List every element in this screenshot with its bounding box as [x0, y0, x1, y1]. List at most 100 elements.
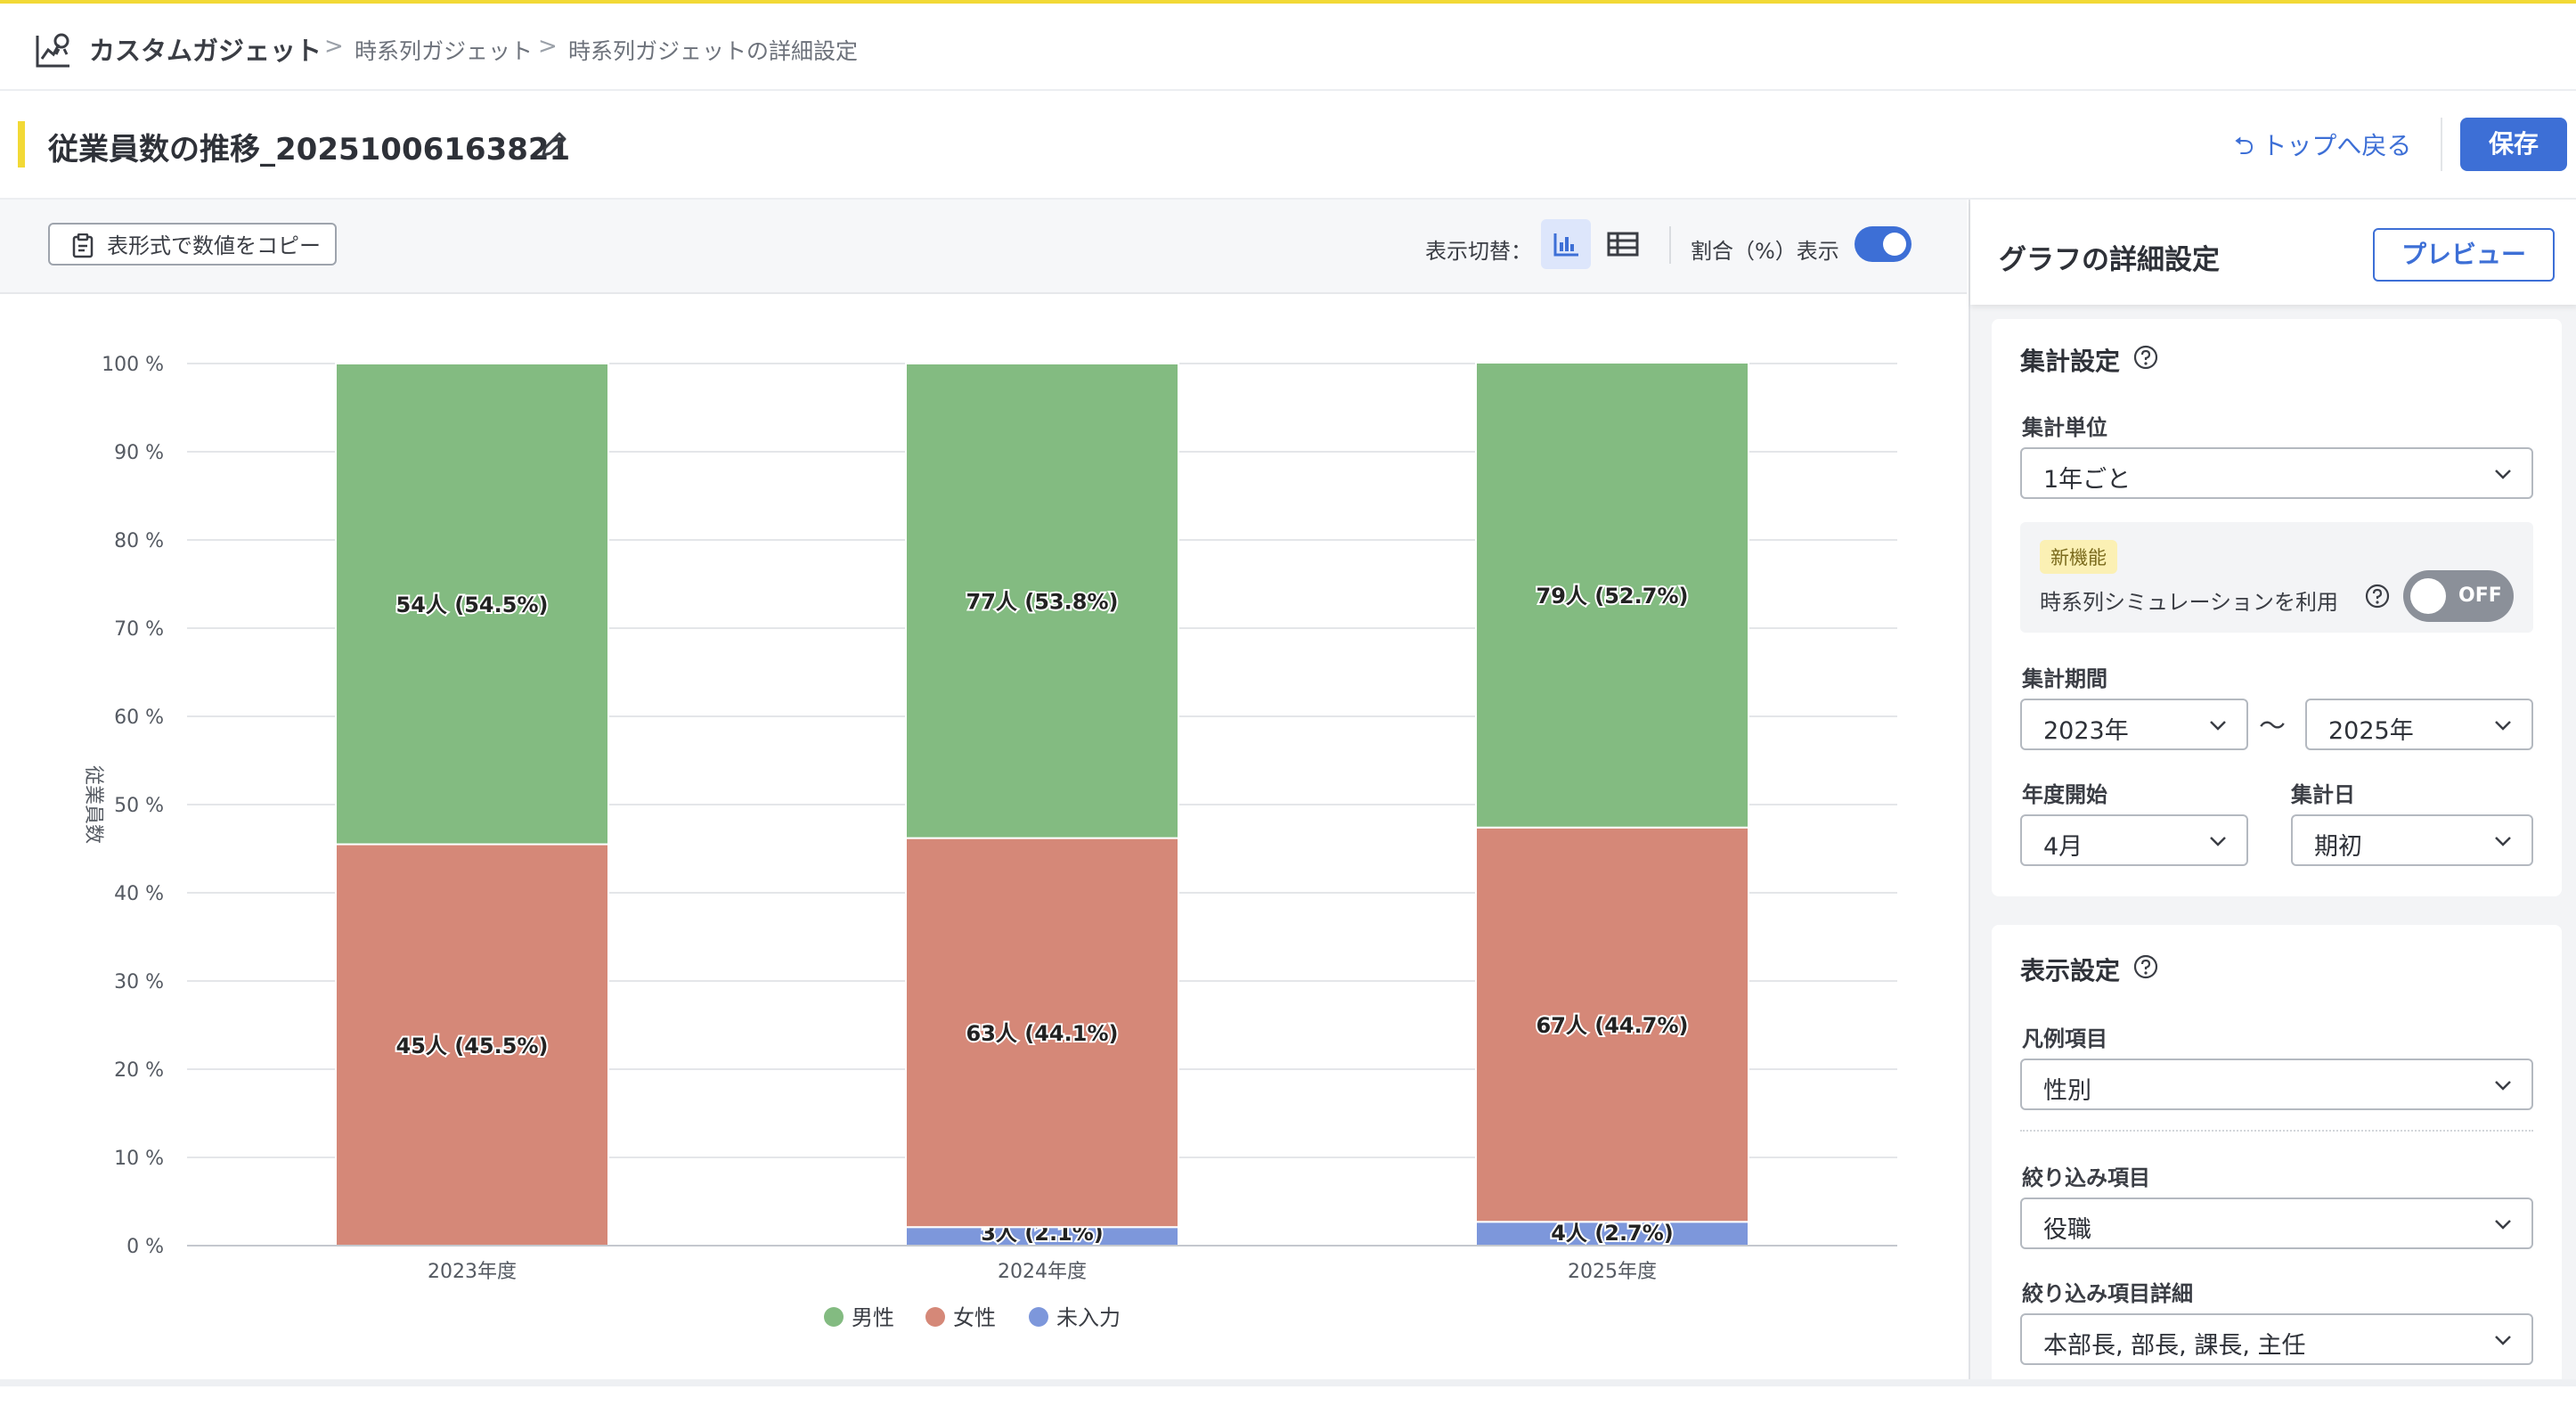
filter-item-select[interactable]: 役職	[2020, 1198, 2533, 1249]
help-icon[interactable]	[2132, 344, 2159, 371]
display-settings-card: 表示設定 凡例項目 性別 絞り込み項目 役職 絞り込み項目詳細 本部長, 部長,…	[1992, 925, 2562, 1406]
x-tick-label: 2025年度	[1568, 1261, 1657, 1283]
legend-swatch	[824, 1307, 844, 1327]
bar-segment	[1475, 826, 1749, 1223]
period-from-select[interactable]: 2023年	[2020, 699, 2248, 750]
chart-area: 0 % 10 % 20 % 30 % 40 % 50 % 60 % 70 % 80 % 90 % 1…	[0, 294, 1967, 1386]
bar-segment	[335, 363, 609, 846]
preview-button[interactable]: プレビュー	[2373, 228, 2555, 282]
filter-item-label: 絞り込み項目	[2022, 1165, 2150, 1190]
period-from-value: 2023年	[2043, 717, 2129, 745]
ratio-display-toggle[interactable]	[1855, 226, 1912, 262]
period-to-select[interactable]: 2025年	[2305, 699, 2533, 750]
top-accent-line	[0, 0, 2576, 4]
x-tick-label: 2024年度	[998, 1261, 1087, 1283]
y-tick-label: 10 %	[114, 1148, 164, 1170]
chart-view-button[interactable]	[1541, 219, 1591, 269]
y-tick-label: 80 %	[114, 530, 164, 552]
fiscal-start-select[interactable]: 4月	[2020, 814, 2248, 866]
bar-segment	[1475, 362, 1749, 829]
chevron-down-icon	[2210, 721, 2226, 731]
table-view-button[interactable]	[1598, 219, 1648, 269]
period-tilde: 〜	[2259, 711, 2286, 742]
legend-item-value: 性別	[2043, 1077, 2091, 1105]
y-tick-label: 100 %	[102, 354, 164, 376]
agg-unit-select[interactable]: 1年ごと	[2020, 447, 2533, 499]
agg-day-select[interactable]: 期初	[2291, 814, 2533, 866]
view-switch-label: 表示切替：	[1425, 239, 1532, 264]
pencil-icon[interactable]	[536, 127, 572, 162]
y-tick-label: 40 %	[114, 883, 164, 905]
breadcrumb-current: 時系列ガジェットの詳細設定	[568, 38, 859, 64]
toggle-knob	[2410, 578, 2446, 614]
custom-gadget-icon	[36, 33, 69, 68]
table-icon	[1607, 232, 1639, 257]
data-label: 77人 (53.8%)	[966, 589, 1119, 614]
settings-panel-header: グラフの詳細設定 プレビュー	[1970, 200, 2576, 305]
filter-item-value: 役職	[2043, 1216, 2091, 1244]
agg-unit-label: 集計単位	[2022, 415, 2107, 440]
legend-swatch	[925, 1307, 945, 1327]
chevron-down-icon	[2495, 1336, 2511, 1345]
bar-segment	[905, 837, 1179, 1229]
bar-segment	[905, 363, 1179, 839]
y-tick-label: 50 %	[114, 795, 164, 817]
filter-detail-select[interactable]: 本部長, 部長, 課長, 主任	[2020, 1313, 2533, 1365]
simulation-box: 新機能 時系列シミュレーションを利用 OFF	[2020, 522, 2533, 633]
breadcrumb-separator: >	[324, 33, 344, 60]
simulation-label: 時系列シミュレーションを利用	[2040, 590, 2339, 615]
data-label: 63人 (44.1%)	[966, 1021, 1119, 1046]
filter-detail-label: 絞り込み項目詳細	[2022, 1281, 2193, 1306]
clipboard-icon	[72, 233, 94, 258]
simulation-toggle-state: OFF	[2458, 584, 2502, 607]
page-title: 従業員数の推移_20251006163821	[48, 132, 571, 168]
back-to-top-link[interactable]: ⮌ トップへ戻る	[2234, 127, 2411, 170]
display-settings-title: 表示設定	[2020, 956, 2121, 985]
divider	[2020, 1130, 2533, 1132]
chevron-down-icon	[2495, 721, 2511, 731]
data-label: 54人 (54.5%)	[396, 593, 549, 617]
simulation-toggle[interactable]: OFF	[2403, 570, 2514, 622]
bar-segment	[1475, 1221, 1749, 1247]
legend-item-select[interactable]: 性別	[2020, 1059, 2533, 1110]
y-tick-label: 0 %	[126, 1236, 164, 1258]
bar-chart-icon	[1553, 233, 1578, 257]
chevron-down-icon	[2495, 837, 2511, 846]
copy-table-label: 表形式で数値をコピー	[107, 233, 321, 258]
y-tick-label: 90 %	[114, 442, 164, 464]
stacked-bar-chart: 0 % 10 % 20 % 30 % 40 % 50 % 60 % 70 % 80 % 90 % 1…	[82, 354, 1897, 1330]
save-button[interactable]: 保存	[2460, 118, 2567, 171]
filter-detail-value: 本部長, 部長, 課長, 主任	[2043, 1332, 2306, 1360]
legend-label: 男性	[852, 1305, 894, 1330]
bottom-bar	[0, 1379, 2576, 1386]
y-axis-label: 従業員数	[82, 765, 104, 844]
agg-unit-value: 1年ごと	[2043, 466, 2132, 494]
app-header: カスタムガジェット > 時系列ガジェット > 時系列ガジェットの詳細設定	[0, 4, 2576, 91]
undo-icon: ⮌	[2234, 131, 2254, 160]
help-icon[interactable]	[2364, 583, 2391, 609]
ratio-display-label: 割合（%）表示	[1691, 239, 1839, 264]
x-tick-label: 2023年度	[428, 1261, 517, 1283]
settings-panel-title: グラフの詳細設定	[1999, 244, 2220, 276]
legend-label: 未入力	[1056, 1305, 1121, 1330]
aggregate-settings-title: 集計設定	[2020, 347, 2121, 376]
fiscal-start-label: 年度開始	[2022, 782, 2107, 807]
help-icon[interactable]	[2132, 953, 2159, 980]
app-name[interactable]: カスタムガジェット	[89, 36, 322, 66]
y-tick-label: 60 %	[114, 707, 164, 729]
data-label: 79人 (52.7%)	[1537, 584, 1689, 609]
new-feature-badge: 新機能	[2040, 540, 2117, 574]
chevron-down-icon	[2210, 837, 2226, 846]
divider	[1669, 226, 1671, 264]
breadcrumb-timeseries-gadget[interactable]: 時系列ガジェット	[355, 38, 534, 64]
chevron-down-icon	[2495, 1220, 2511, 1230]
legend-swatch	[1029, 1307, 1048, 1327]
chevron-down-icon	[2495, 470, 2511, 479]
copy-table-button[interactable]: 表形式で数値をコピー	[48, 223, 337, 266]
divider	[2441, 118, 2442, 171]
fiscal-start-value: 4月	[2043, 833, 2083, 861]
data-label: 4人 (2.7%)	[1551, 1221, 1674, 1246]
chart-toolbar: 表形式で数値をコピー 表示切替： 割合（%）表示	[0, 200, 1967, 294]
title-accent	[18, 121, 25, 168]
data-label: 45人 (45.5%)	[396, 1034, 549, 1059]
